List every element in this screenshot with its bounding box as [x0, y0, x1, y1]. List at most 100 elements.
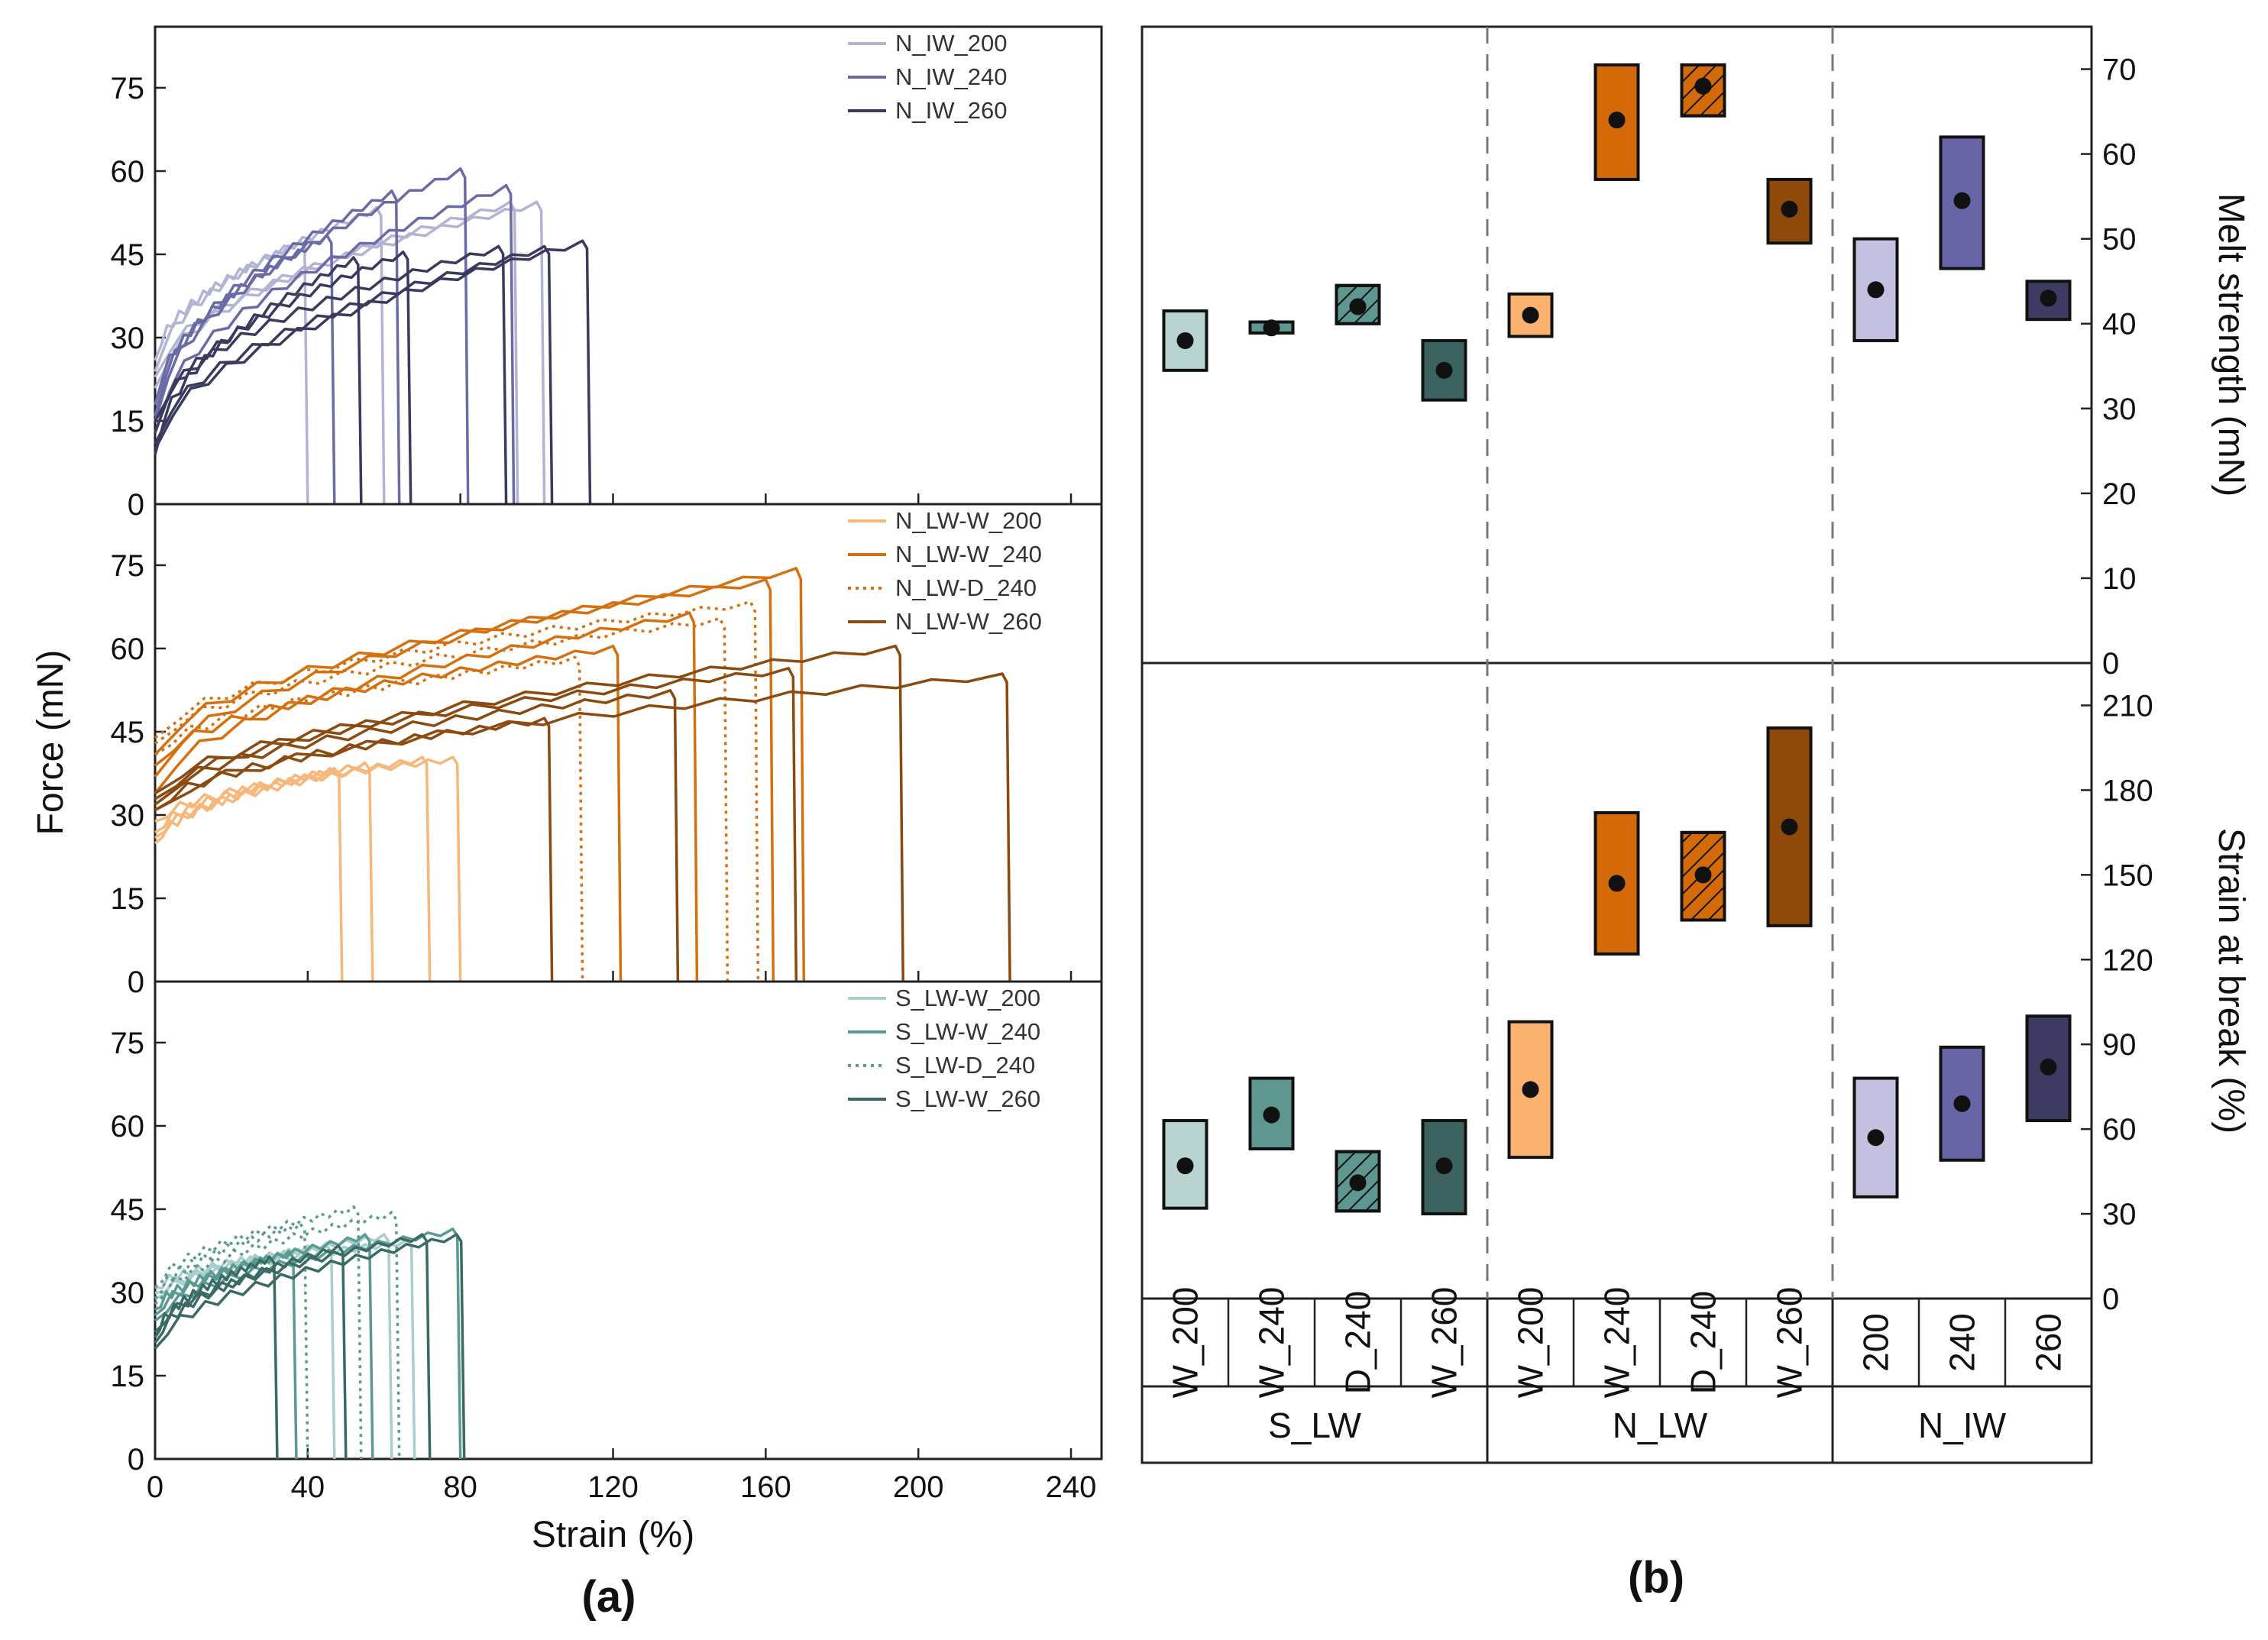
strain-mean-marker: [1608, 875, 1626, 892]
curve-N_LW-W_200-1: [154, 766, 344, 982]
curve-S_LW-W_260-3: [154, 1233, 432, 1460]
strain-mean-marker: [1953, 1095, 1971, 1112]
legend-label: S_LW-W_240: [895, 1018, 1040, 1045]
y-tick-label: 180: [2102, 774, 2153, 807]
y-tick-label: 60: [111, 155, 145, 189]
y-tick-label: 60: [2102, 138, 2137, 172]
melt-box-S_LW-W_200: [1162, 309, 1208, 372]
y-tick-label: 30: [2102, 1198, 2137, 1231]
legend-label: N_LW-W_200: [895, 507, 1042, 534]
strain-break-axis-label: Strain at break (%): [2211, 828, 2251, 1134]
strain-mean-marker: [1349, 1174, 1367, 1192]
curve-N_LW-W_260-2: [154, 689, 680, 982]
y-tick-label: 20: [2102, 477, 2137, 511]
curve-N_LW-W_240-2: [154, 611, 699, 982]
strain-mean-marker: [1694, 866, 1712, 884]
melt-mean-marker: [1694, 77, 1712, 95]
melt-mean-marker: [1522, 306, 1539, 324]
curve-N_LW-W_260-3: [154, 667, 798, 982]
curve-N_LW-D_240-3: [154, 600, 760, 982]
legend-label: S_LW-D_240: [895, 1052, 1035, 1079]
category-label: D_240: [1338, 1291, 1378, 1395]
curve-N_LW-W_260-1: [154, 716, 554, 982]
series-N_LW-W_240: [154, 567, 806, 982]
melt-mean-marker: [1435, 361, 1453, 379]
x-tick-label: 0: [147, 1470, 163, 1504]
series-N_LW-W_260: [154, 644, 1011, 982]
y-tick-label: 60: [2102, 1113, 2137, 1147]
curve-N_LW-W_240-3: [154, 577, 775, 982]
curve-N_LW-W_200-4: [154, 755, 462, 982]
panel-a-label: (a): [582, 1572, 636, 1622]
y-tick-label: 30: [2102, 393, 2137, 426]
y-tick-label: 70: [2102, 53, 2137, 87]
x-tick-label: 160: [740, 1470, 791, 1504]
y-tick-label: 30: [111, 1276, 145, 1310]
strain-mean-marker: [1176, 1157, 1194, 1175]
melt-box-N_LW-W_240: [1593, 63, 1640, 181]
curve-S_LW-D_240-1: [154, 1221, 309, 1460]
curve-N_LW-W_260-4: [154, 644, 904, 982]
series-N_IW_240: [154, 167, 516, 505]
strain-mean-marker: [1867, 1129, 1885, 1147]
series-S_LW-W_260: [154, 1233, 466, 1460]
curve-S_LW-W_200-3: [154, 1238, 416, 1460]
series-S_LW-D_240: [154, 1205, 401, 1460]
strain-mean-marker: [1263, 1106, 1280, 1124]
x-tick-label: 120: [587, 1470, 639, 1504]
series-N_IW_260: [154, 239, 592, 505]
curve-N_IW_240-4: [154, 183, 516, 505]
melt-strength-axis-label: Melt strength (mN): [2211, 193, 2251, 497]
category-label: W_260: [1425, 1287, 1464, 1399]
legend-label: N_IW_240: [895, 63, 1007, 90]
group-label: N_IW: [1918, 1405, 2007, 1445]
y-tick-label: 45: [111, 1193, 145, 1227]
y-tick-label: 210: [2102, 689, 2153, 723]
y-tick-label: 10: [2102, 562, 2137, 596]
force-subplot-3: 0 15 30 45 60 75 S_LW-W_200 S_LW-W_240 S_LW-D_24…: [111, 980, 1103, 1477]
force-subplot-2: 0 15 30 45 60 75 N_LW-W_200 N_LW-W_240 N_LW-D_24…: [111, 503, 1103, 999]
curve-N_LW-W_200-3: [154, 755, 432, 982]
y-tick-label: 50: [2102, 223, 2137, 257]
curve-N_IW_260-2: [154, 250, 413, 505]
y-tick-label: 90: [2102, 1028, 2137, 1062]
category-label: W_240: [1597, 1287, 1637, 1399]
y-tick-label: 60: [111, 632, 145, 666]
y-tick-label: 45: [111, 238, 145, 272]
y-tick-label: 150: [2102, 859, 2153, 892]
curve-S_LW-W_240-2: [154, 1233, 374, 1460]
melt-mean-marker: [2040, 290, 2057, 307]
y-tick-label: 40: [2102, 308, 2137, 341]
y-tick-label: 0: [128, 488, 144, 522]
x-tick-label: 200: [893, 1470, 944, 1504]
legend-label: N_IW_200: [895, 30, 1007, 57]
subplot-frame: [154, 980, 1103, 1460]
curve-S_LW-D_240-2: [154, 1205, 363, 1460]
force-subplot-1: 0 15 30 45 60 75 N_IW_200 N_IW_240 N_IW_260: [111, 25, 1103, 522]
melt-mean-marker: [1781, 200, 1798, 218]
y-tick-label: 15: [111, 405, 145, 438]
curve-N_LW-D_240-1: [154, 655, 584, 982]
curve-N_LW-W_260-5: [154, 672, 1011, 982]
melt-mean-marker: [1263, 319, 1280, 337]
y-tick-label: 45: [111, 716, 145, 749]
y-tick-label: 0: [128, 1443, 144, 1477]
curve-N_IW_200-1: [154, 239, 309, 505]
panel-b-label: (b): [1628, 1553, 1684, 1603]
legend-label: N_LW-W_240: [895, 541, 1042, 568]
strain-mean-marker: [1435, 1157, 1453, 1175]
y-tick-label: 15: [111, 882, 145, 916]
melt-mean-marker: [1349, 298, 1367, 315]
strain-box-hatch: [1680, 830, 1726, 922]
legend-label: N_LW-W_260: [895, 608, 1042, 635]
panel-a-force-strain: 0 15 30 45 60 75 N_IW_200 N_IW_240 N_IW_260 0 15 30…: [31, 25, 1103, 1555]
curve-N_IW_260-5: [154, 239, 592, 505]
category-label: D_240: [1684, 1291, 1723, 1395]
curve-N_IW_260-3: [154, 244, 508, 505]
y-tick-label: 60: [111, 1110, 145, 1143]
category-label: 260: [2029, 1313, 2069, 1372]
x-tick-label: 240: [1046, 1470, 1097, 1504]
x-tick-label: 80: [443, 1470, 477, 1504]
curve-S_LW-D_240-3: [154, 1211, 401, 1460]
